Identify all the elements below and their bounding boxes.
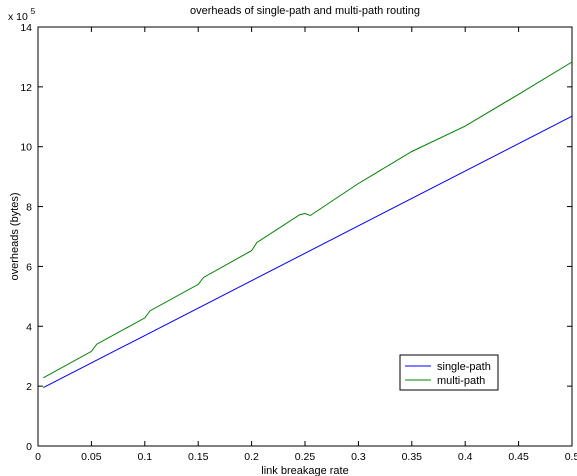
y-tick-label: 2 (26, 381, 32, 393)
y-tick-label: 14 (20, 22, 32, 34)
x-tick-label: 0.5 (565, 451, 577, 463)
y-tick-label: 6 (26, 261, 32, 273)
legend-box (399, 354, 499, 391)
y-axis: 0 2 4 6 8 10 12 14 (20, 22, 572, 453)
x-axis: 0 0.05 0.1 0.15 0.2 0.25 0.3 0.35 0.4 0.45 0.5 (35, 27, 577, 463)
legend-label: single-path (437, 361, 491, 373)
x-tick-label: 0.45 (508, 451, 529, 463)
x-tick-label: 0.35 (402, 451, 423, 463)
chart-title: overheads of single-path and multi-path … (190, 5, 420, 17)
y-tick-label: 10 (20, 142, 32, 154)
y-tick-label: 4 (26, 321, 32, 333)
x-tick-label: 0.05 (81, 451, 102, 463)
x-tick-label: 0.1 (137, 451, 152, 463)
x-tick-label: 0.4 (458, 451, 473, 463)
x-tick-label: 0 (35, 451, 41, 463)
y-axis-multiplier-exponent: 5 (31, 7, 36, 16)
x-axis-title: link breakage rate (261, 465, 348, 476)
x-tick-label: 0.3 (351, 451, 366, 463)
series-line-multi-path (43, 61, 573, 379)
legend: single-path multi-path (399, 354, 499, 391)
y-axis-title: overheads (bytes) (9, 192, 21, 280)
x-tick-label: 0.2 (244, 451, 259, 463)
series-line-single-path (43, 115, 573, 389)
y-axis-multiplier: x 10 5 (8, 7, 36, 23)
y-tick-label: 12 (20, 82, 32, 94)
series-group (43, 61, 573, 389)
x-tick-label: 0.25 (295, 451, 316, 463)
y-tick-label: 8 (26, 202, 32, 214)
y-tick-label: 0 (26, 441, 32, 453)
y-axis-multiplier-base: x 10 (8, 11, 28, 23)
legend-label: multi-path (437, 375, 485, 387)
x-tick-label: 0.15 (188, 451, 209, 463)
